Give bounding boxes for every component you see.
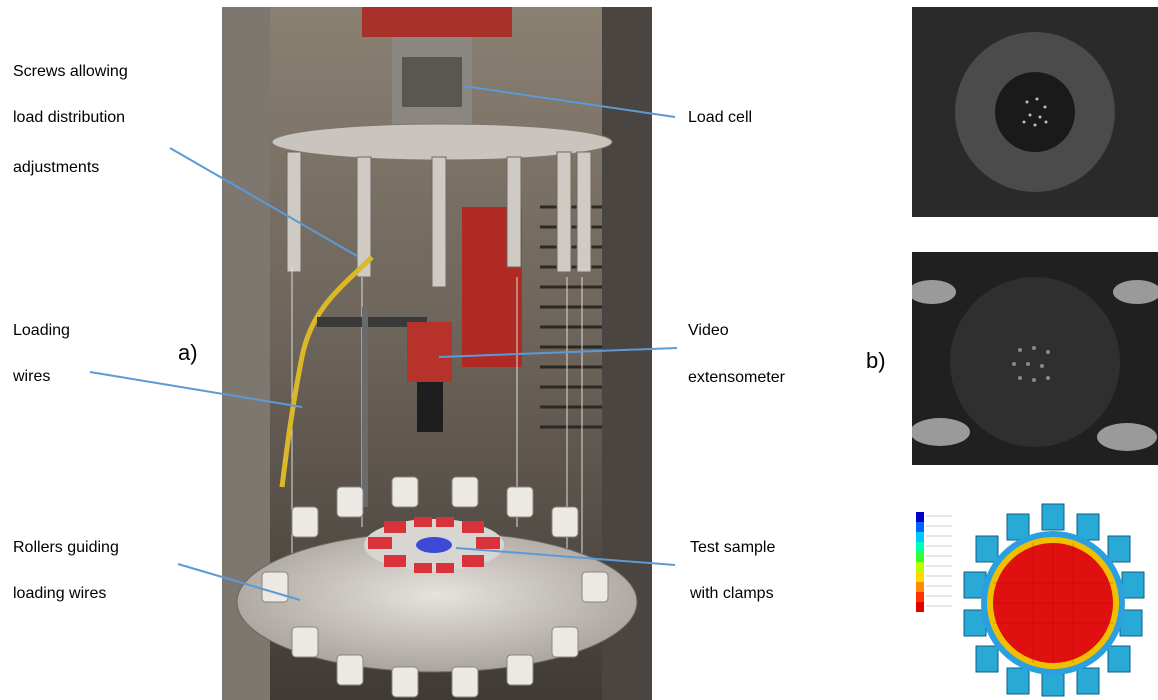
label-rollers-1: Rollers guiding — [13, 539, 119, 556]
camera-view-bottom — [912, 252, 1158, 465]
label-video-2: extensometer — [688, 369, 785, 386]
leader-video — [438, 347, 678, 358]
test-rig-photo — [222, 7, 652, 700]
label-test-sample-2: with clamps — [690, 585, 774, 602]
leader-test-sample — [455, 547, 676, 566]
fem-stress-map — [912, 500, 1158, 700]
label-test-sample-1: Test sample — [690, 539, 776, 556]
label-loading-wires-2: wires — [13, 368, 51, 385]
fem-legend — [916, 512, 952, 612]
leader-load-cell — [463, 85, 676, 118]
label-screws-2: load distribution — [13, 109, 126, 126]
leader-loading-wires — [89, 371, 303, 408]
label-load-cell: Load cell — [688, 109, 753, 126]
label-screws-3: adjustments — [13, 159, 100, 176]
label-rollers-2: loading wires — [13, 585, 107, 602]
camera-view-top — [912, 7, 1158, 217]
label-video-1: Video — [688, 322, 729, 339]
label-screws-1: Screws allowing — [13, 63, 128, 80]
panel-label-b: b) — [866, 348, 886, 373]
leader-screws — [169, 147, 358, 257]
leader-rollers — [177, 563, 301, 601]
panel-label-a: a) — [178, 340, 198, 365]
label-loading-wires-1: Loading — [13, 322, 70, 339]
